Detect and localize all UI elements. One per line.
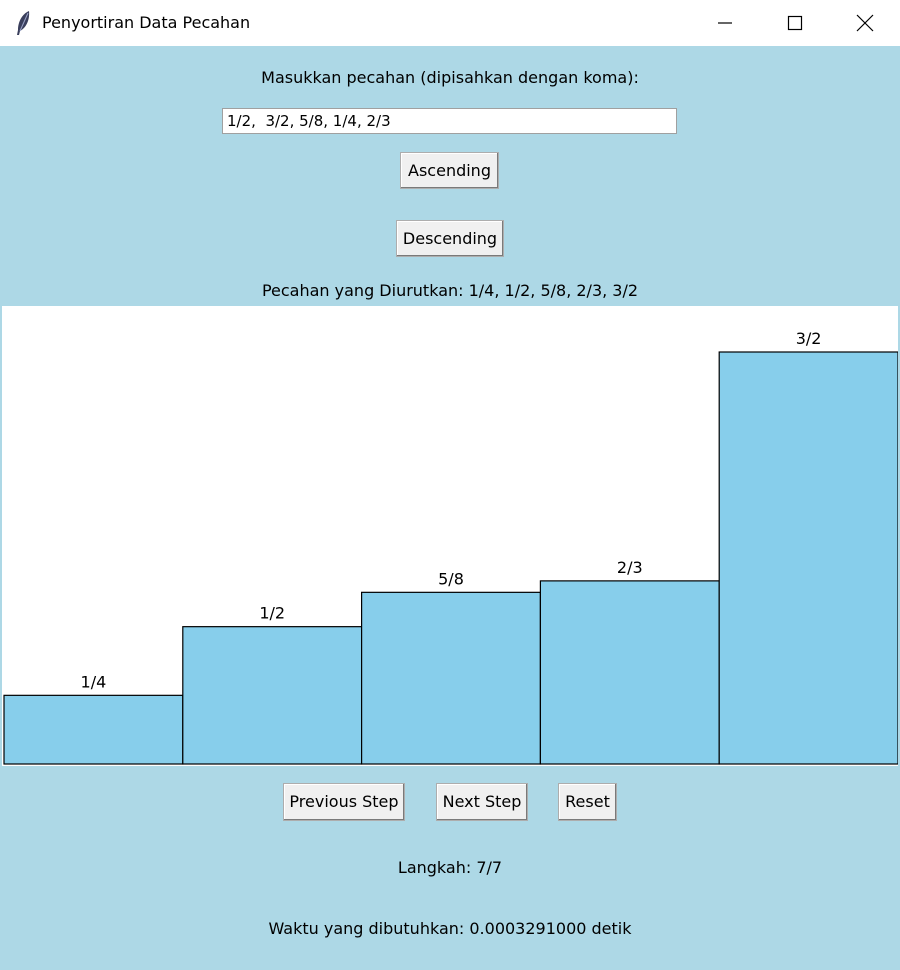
- sorted-result-label: Pecahan yang Diurutkan: 1/4, 1/2, 5/8, 2…: [261, 281, 639, 300]
- feather-icon: [17, 11, 30, 35]
- window-title: Penyortiran Data Pecahan: [42, 13, 251, 32]
- previous-step-button[interactable]: Previous Step: [283, 783, 405, 821]
- bar-label: 5/8: [438, 569, 464, 588]
- reset-button[interactable]: Reset: [558, 783, 617, 821]
- close-button[interactable]: [830, 0, 900, 46]
- minimize-icon: [718, 22, 732, 24]
- input-prompt-label: Masukkan pecahan (dipisahkan dengan koma…: [261, 68, 639, 87]
- bar-label: 2/3: [617, 558, 643, 577]
- minimize-button[interactable]: [690, 0, 760, 46]
- bar-3-2: [718, 351, 898, 765]
- close-icon: [856, 14, 874, 32]
- title-bar: Penyortiran Data Pecahan: [0, 0, 900, 46]
- bar-chart: 1/4 1/2 5/8 2/3 3/2: [3, 329, 898, 765]
- bar-1-2: [182, 626, 363, 765]
- bar-5-8: [361, 591, 542, 765]
- bar-label: 1/2: [259, 604, 285, 623]
- fractions-input[interactable]: [222, 108, 677, 134]
- ascending-button[interactable]: Ascending: [400, 152, 499, 189]
- step-counter-label: Langkah: 7/7: [397, 858, 503, 877]
- bar-2-3: [539, 580, 720, 765]
- bar-label: 1/4: [81, 672, 107, 691]
- elapsed-time-label: Waktu yang dibutuhkan: 0.0003291000 deti…: [268, 919, 632, 938]
- chart-canvas: 1/4 1/2 5/8 2/3 3/2: [2, 306, 898, 766]
- bar-1-4: [3, 694, 184, 765]
- next-step-button[interactable]: Next Step: [436, 783, 528, 821]
- maximize-button[interactable]: [760, 0, 830, 46]
- bar-label: 3/2: [796, 329, 822, 348]
- descending-button[interactable]: Descending: [396, 220, 504, 257]
- maximize-icon: [787, 15, 803, 31]
